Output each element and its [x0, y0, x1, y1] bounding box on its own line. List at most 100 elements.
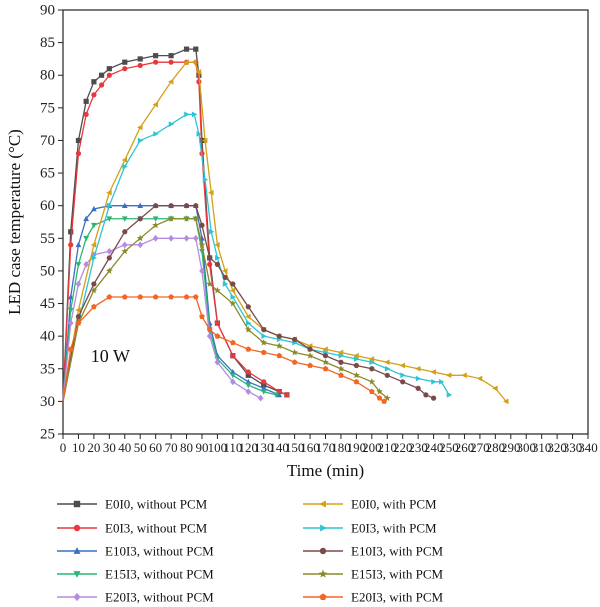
data-point — [75, 307, 81, 313]
y-tick-label: 75 — [40, 100, 55, 116]
data-point — [307, 362, 313, 368]
data-point — [168, 121, 175, 128]
data-point — [381, 398, 388, 404]
x-tick-label: 340 — [578, 440, 598, 455]
y-axis-title: LED case temperature (°C) — [5, 129, 24, 315]
y-tick-label: 80 — [40, 68, 55, 84]
legend-label: E20I3, without PCM — [105, 590, 214, 605]
data-point — [137, 56, 143, 62]
legend-marker — [318, 569, 328, 578]
data-point — [245, 320, 252, 326]
legend-item: E0I0, with PCM — [303, 497, 437, 512]
data-point — [184, 111, 190, 118]
x-tick-label: 70 — [165, 440, 178, 455]
data-point — [337, 365, 345, 372]
data-point — [202, 176, 209, 183]
x-tick-label: 20 — [87, 440, 100, 455]
legend-marker — [73, 547, 81, 554]
data-point — [91, 303, 97, 310]
data-point — [384, 359, 390, 366]
data-point — [492, 385, 498, 392]
data-point — [91, 79, 97, 85]
data-point — [106, 202, 113, 209]
power-annotation: 10 W — [91, 346, 130, 366]
data-point — [245, 304, 251, 310]
y-tick-label: 55 — [40, 231, 55, 247]
data-point — [261, 382, 267, 388]
data-point — [214, 241, 220, 248]
series-line — [62, 61, 288, 402]
data-point — [438, 378, 445, 385]
data-point — [229, 378, 236, 386]
x-tick-label: 210 — [378, 440, 398, 455]
data-point — [445, 372, 452, 379]
legend-marker — [73, 592, 81, 602]
data-point — [201, 137, 208, 144]
data-point — [415, 375, 422, 382]
x-tick-label: 230 — [408, 440, 428, 455]
x-tick-label: 160 — [300, 440, 320, 455]
data-point — [376, 387, 384, 395]
x-tick-label: 190 — [347, 440, 367, 455]
data-point — [275, 342, 283, 349]
data-point — [423, 392, 429, 398]
series-line — [62, 237, 261, 402]
x-tick-label: 320 — [547, 440, 567, 455]
x-tick-label: 330 — [563, 440, 583, 455]
data-point — [306, 352, 314, 359]
data-point — [215, 255, 221, 261]
data-point — [261, 379, 267, 385]
data-point — [168, 59, 174, 65]
data-point — [322, 365, 329, 372]
series-9 — [62, 294, 388, 404]
data-point — [222, 268, 228, 274]
series-4 — [62, 234, 264, 402]
data-point — [273, 392, 279, 398]
data-point — [229, 299, 237, 307]
data-point — [121, 241, 128, 249]
x-tick-label: 50 — [134, 440, 147, 455]
data-point — [168, 53, 174, 59]
data-point — [90, 241, 97, 248]
data-point — [192, 215, 200, 222]
data-point — [183, 234, 190, 242]
data-point — [153, 59, 159, 65]
legend-marker — [320, 524, 327, 532]
data-point — [152, 221, 160, 229]
data-point — [261, 327, 267, 333]
x-tick-label: 200 — [362, 440, 382, 455]
data-point — [137, 241, 144, 249]
data-point — [368, 378, 376, 385]
data-point — [67, 346, 74, 352]
data-point — [206, 280, 214, 287]
data-point — [199, 313, 205, 320]
y-tick-label: 25 — [40, 427, 55, 443]
y-tick-label: 50 — [40, 263, 55, 279]
series-6 — [62, 111, 453, 402]
data-point — [229, 372, 236, 379]
legend-label: E0I3, without PCM — [105, 521, 208, 536]
legend-label: E0I0, with PCM — [351, 497, 437, 512]
data-point — [191, 59, 197, 66]
data-point — [195, 69, 202, 75]
data-point — [122, 163, 128, 170]
data-point — [260, 389, 267, 395]
data-point — [121, 294, 128, 300]
x-tick-label: 180 — [331, 440, 351, 455]
data-point — [230, 339, 236, 346]
data-point — [415, 365, 421, 372]
data-point — [257, 394, 264, 402]
data-point — [222, 274, 228, 281]
x-tick-label: 60 — [149, 440, 162, 455]
data-point — [121, 216, 128, 222]
data-point — [307, 346, 313, 352]
data-point — [461, 372, 467, 379]
x-tick-label: 260 — [455, 440, 475, 455]
data-point — [83, 261, 90, 268]
data-point — [206, 326, 213, 333]
data-point — [384, 372, 390, 378]
x-tick-label: 250 — [439, 440, 459, 455]
data-point — [121, 247, 129, 255]
data-point — [214, 320, 221, 326]
data-point — [153, 131, 159, 137]
